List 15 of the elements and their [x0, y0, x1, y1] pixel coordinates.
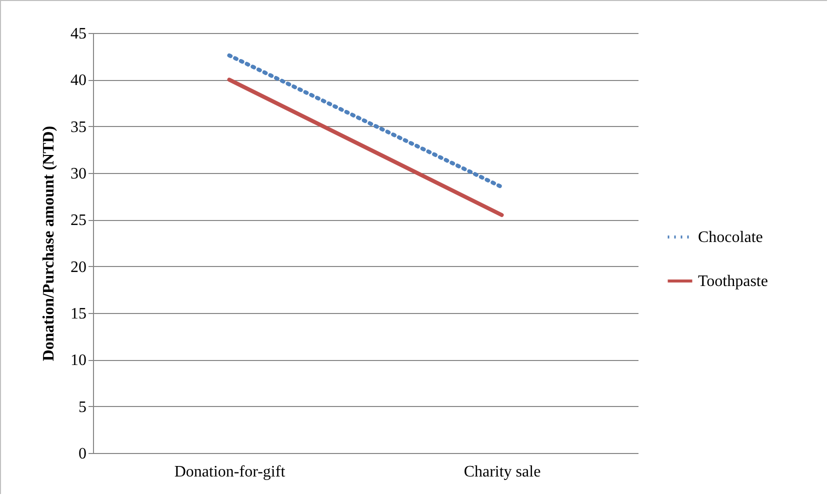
y-tick-label: 35	[70, 118, 86, 136]
y-axis-title: Donation/Purchase amount (NTD)	[40, 126, 58, 362]
y-tick-label: 0	[78, 446, 86, 462]
y-tick-label: 10	[70, 352, 86, 370]
y-tick-label: 45	[70, 26, 86, 42]
legend-label: Chocolate	[698, 229, 763, 246]
y-tick-label: 25	[70, 212, 86, 230]
x-tick-label: Charity sale	[464, 464, 541, 480]
y-tick-label: 5	[78, 398, 86, 416]
y-tick-label: 15	[70, 306, 86, 322]
y-tick-label: 20	[70, 258, 86, 276]
y-tick-label: 40	[70, 72, 86, 90]
x-tick-label: Donation-for-gift	[174, 464, 286, 480]
legend-label: Toothpaste	[698, 273, 768, 290]
y-tick-label: 30	[70, 166, 86, 182]
